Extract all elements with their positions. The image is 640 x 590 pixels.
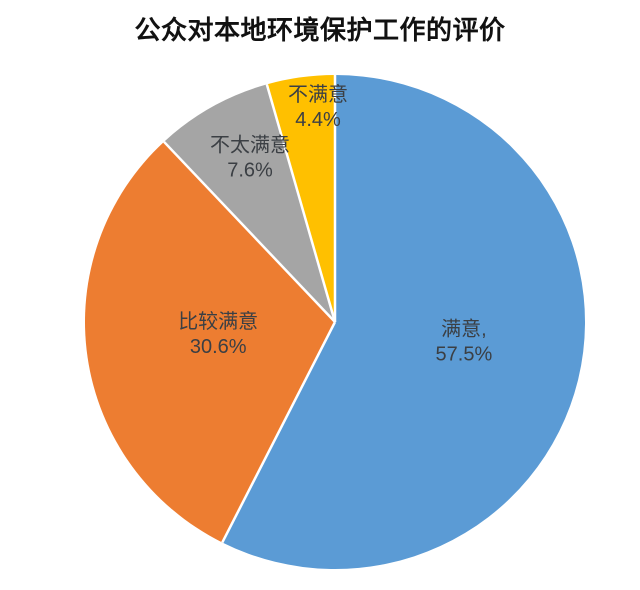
- chart-title: 公众对本地环境保护工作的评价: [134, 16, 506, 45]
- slice-label-name: 比较满意: [178, 310, 258, 333]
- pie-slice-label-1: 比较满意 30.6%: [178, 310, 258, 358]
- pie-slice-label-2: 不太满意 7.6%: [210, 133, 290, 181]
- pie-slice-label-0: 满意, 57.5%: [436, 317, 493, 365]
- pie-slice-0: [222, 75, 586, 569]
- pie-slice-2: [164, 84, 335, 322]
- slice-label-name: 不太满意: [210, 133, 290, 156]
- slice-label-name: 满意,: [441, 317, 487, 340]
- slice-separator: [221, 321, 337, 544]
- slice-label-value: 4.4%: [295, 109, 341, 131]
- slice-label-value: 57.5%: [436, 343, 493, 365]
- slice-label-name: 不满意: [288, 83, 348, 106]
- pie-slice-label-3: 不满意 4.4%: [288, 83, 348, 131]
- slice-label-value: 30.6%: [190, 336, 247, 358]
- slice-label-value: 7.6%: [227, 159, 273, 181]
- slice-separator: [163, 140, 336, 323]
- slice-separator: [265, 84, 337, 323]
